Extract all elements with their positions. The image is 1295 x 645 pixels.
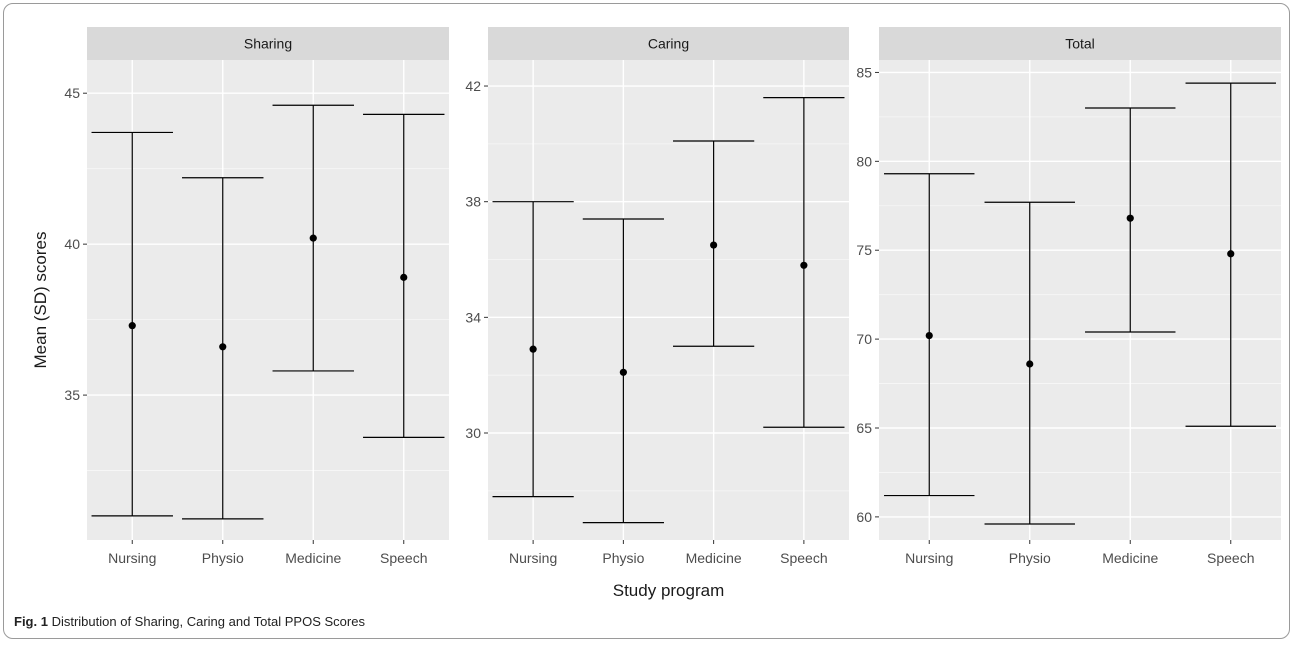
x-tick-label-sharing-speech: Speech [380, 550, 427, 566]
caption-text: Distribution of Sharing, Caring and Tota… [51, 614, 365, 629]
x-tick-label-total-speech: Speech [1207, 550, 1254, 566]
mean-point-caring-physio [619, 368, 627, 376]
y-tick-label-caring: 42 [465, 78, 481, 94]
y-tick-label-sharing: 40 [64, 236, 80, 252]
mean-point-total-physio [1026, 360, 1034, 368]
mean-point-total-medicine [1126, 214, 1134, 222]
panel-strip-sharing [87, 27, 449, 60]
x-tick-label-sharing-medicine: Medicine [285, 550, 341, 566]
panel-strip-caring [488, 27, 849, 60]
panel-title-total: Total [1065, 36, 1095, 52]
panel-strip-total [879, 27, 1281, 60]
y-tick-label-total: 60 [856, 509, 872, 525]
mean-point-caring-medicine [710, 241, 718, 249]
y-tick-label-caring: 30 [465, 425, 481, 441]
mean-point-caring-speech [800, 261, 808, 269]
x-tick-label-caring-speech: Speech [780, 550, 827, 566]
x-tick-label-caring-nursing: Nursing [509, 550, 557, 566]
panel-title-caring: Caring [648, 36, 689, 52]
y-tick-label-total: 65 [856, 420, 872, 436]
panel-background-caring [488, 60, 849, 540]
mean-point-total-nursing [925, 331, 933, 340]
x-tick-label-caring-medicine: Medicine [686, 550, 742, 566]
panel-background-sharing [87, 60, 449, 540]
panel-title-sharing: Sharing [244, 36, 292, 52]
x-tick-label-sharing-nursing: Nursing [108, 550, 156, 566]
mean-point-caring-nursing [529, 345, 537, 353]
mean-point-sharing-nursing [128, 322, 136, 330]
mean-point-sharing-medicine [309, 234, 317, 242]
figure-caption: Fig. 1 Distribution of Sharing, Caring a… [14, 614, 365, 629]
caption-label: Fig. 1 [14, 614, 48, 629]
panel-background-total [879, 60, 1281, 540]
y-tick-label-total: 85 [856, 64, 872, 80]
x-tick-label-caring-physio: Physio [602, 550, 644, 566]
x-axis-title: Study program [613, 581, 725, 600]
y-tick-label-caring: 34 [465, 309, 481, 325]
y-tick-label-total: 75 [856, 242, 872, 258]
x-tick-label-total-physio: Physio [1009, 550, 1051, 566]
y-tick-label-total: 80 [856, 153, 872, 169]
y-tick-label-caring: 38 [465, 194, 481, 210]
x-tick-label-sharing-physio: Physio [202, 550, 244, 566]
mean-point-sharing-physio [219, 343, 227, 351]
y-tick-label-sharing: 45 [64, 85, 80, 101]
mean-point-total-speech [1227, 250, 1235, 258]
y-tick-label-total: 70 [856, 331, 872, 347]
x-tick-label-total-nursing: Nursing [905, 550, 953, 566]
x-tick-label-total-medicine: Medicine [1102, 550, 1158, 566]
mean-point-sharing-speech [400, 273, 408, 281]
y-axis-title: Mean (SD) scores [31, 232, 50, 369]
y-tick-label-sharing: 35 [64, 387, 80, 403]
